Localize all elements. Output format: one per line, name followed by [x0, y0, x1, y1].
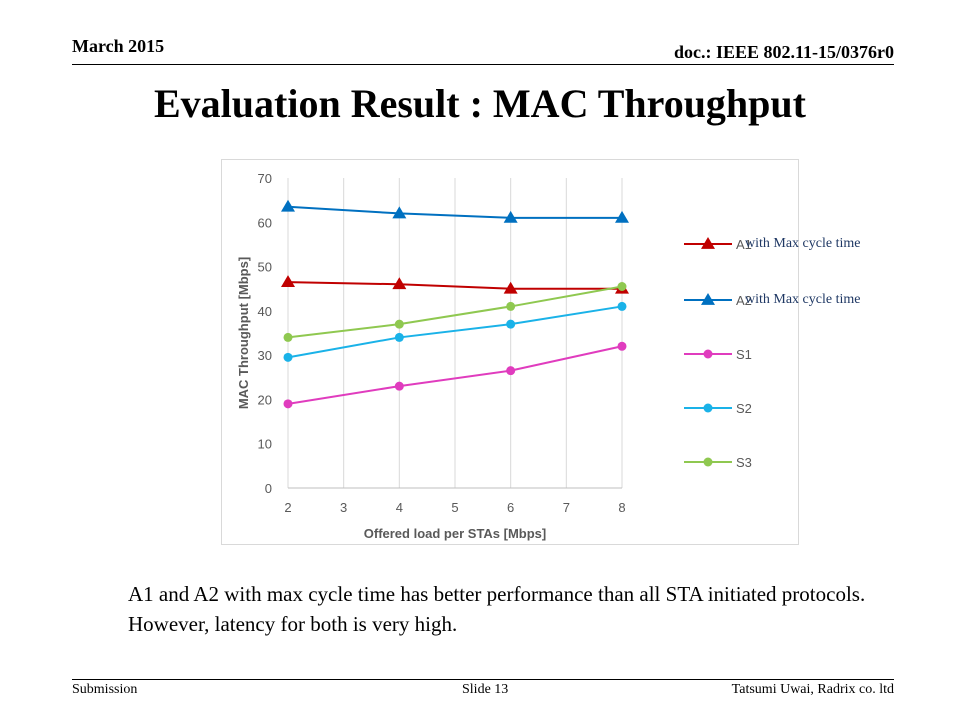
y-tick-label: 70	[258, 171, 272, 186]
data-point-s2	[283, 352, 293, 362]
series-line-a1	[287, 281, 622, 290]
data-point-s3	[394, 319, 404, 329]
throughput-chart: 0 10 20 30 40 50 60 70 2 3 4 5 6 7 8 Offered load per S…	[236, 171, 752, 541]
x-tick-label: 6	[507, 500, 514, 515]
footer-author: Tatsumi Uwai, Radrix co. ltd	[731, 682, 894, 697]
data-point-a2	[392, 206, 407, 219]
x-tick-label: 2	[284, 500, 291, 515]
legend-marker-s1	[703, 349, 713, 359]
slide-title: Evaluation Result : MAC Throughput	[154, 81, 806, 126]
legend-marker-s3	[703, 457, 713, 467]
legend-label-a2: A2	[736, 293, 752, 308]
header-rule	[72, 64, 894, 65]
x-tick-label: 7	[563, 500, 570, 515]
legend-label-s3: S3	[736, 455, 752, 470]
x-tick-label: 3	[340, 500, 347, 515]
y-tick-label: 10	[258, 437, 272, 452]
x-tick-label: 4	[396, 500, 403, 515]
data-point-s1	[506, 366, 516, 376]
x-tick-label: 5	[451, 500, 458, 515]
data-point-a2	[281, 199, 295, 212]
x-axis-title: Offered load per STAs [Mbps]	[364, 526, 547, 541]
series-line-a2	[287, 205, 622, 219]
data-point-s3	[283, 332, 293, 342]
y-tick-label: 20	[258, 392, 272, 407]
y-tick-label: 60	[258, 215, 272, 230]
data-point-s1	[283, 399, 293, 409]
footer-left: Submission	[72, 682, 138, 697]
series-line-s3	[287, 285, 623, 339]
legend-label-s2: S2	[736, 401, 752, 416]
legend-marker-a2	[701, 293, 715, 305]
data-point-s1	[394, 381, 404, 391]
a2-annotation: with Max cycle time	[745, 292, 861, 307]
y-axis-title: MAC Throughput [Mbps]	[236, 257, 251, 409]
header-doc-id: doc.: IEEE 802.11-15/0376r0	[673, 42, 894, 62]
footer-rule	[72, 679, 894, 680]
legend-label-s1: S1	[736, 347, 752, 362]
data-point-s2	[394, 332, 404, 342]
y-tick-label: 40	[258, 304, 272, 319]
footer-slide-number: Slide 13	[462, 682, 509, 697]
data-point-s2	[617, 301, 627, 311]
chart-container: 0 10 20 30 40 50 60 70 2 3 4 5 6 7 8 Offered load per S…	[221, 159, 799, 545]
series-line-s2	[287, 305, 623, 359]
data-point-a1	[503, 281, 518, 294]
a1-annotation: with Max cycle time	[745, 236, 861, 251]
data-point-a1	[281, 275, 295, 287]
body-text: A1 and A2 with max cycle time has better…	[128, 582, 866, 636]
series-line-s1	[287, 345, 623, 405]
header-date: March 2015	[72, 36, 165, 56]
y-tick-label: 50	[258, 260, 272, 275]
y-tick-label: 30	[258, 348, 272, 363]
legend-marker-a1	[701, 237, 715, 249]
data-point-a2	[615, 210, 629, 223]
data-point-s3	[617, 282, 627, 291]
legend-label-a1: A1	[736, 237, 752, 252]
data-point-a2	[503, 210, 518, 223]
y-tick-label: 0	[265, 481, 272, 496]
x-tick-label: 8	[618, 500, 625, 515]
data-point-s2	[506, 319, 516, 329]
data-point-a1	[392, 277, 407, 290]
data-point-s1	[617, 341, 627, 351]
data-point-s3	[506, 301, 516, 311]
legend-marker-s2	[703, 403, 713, 413]
